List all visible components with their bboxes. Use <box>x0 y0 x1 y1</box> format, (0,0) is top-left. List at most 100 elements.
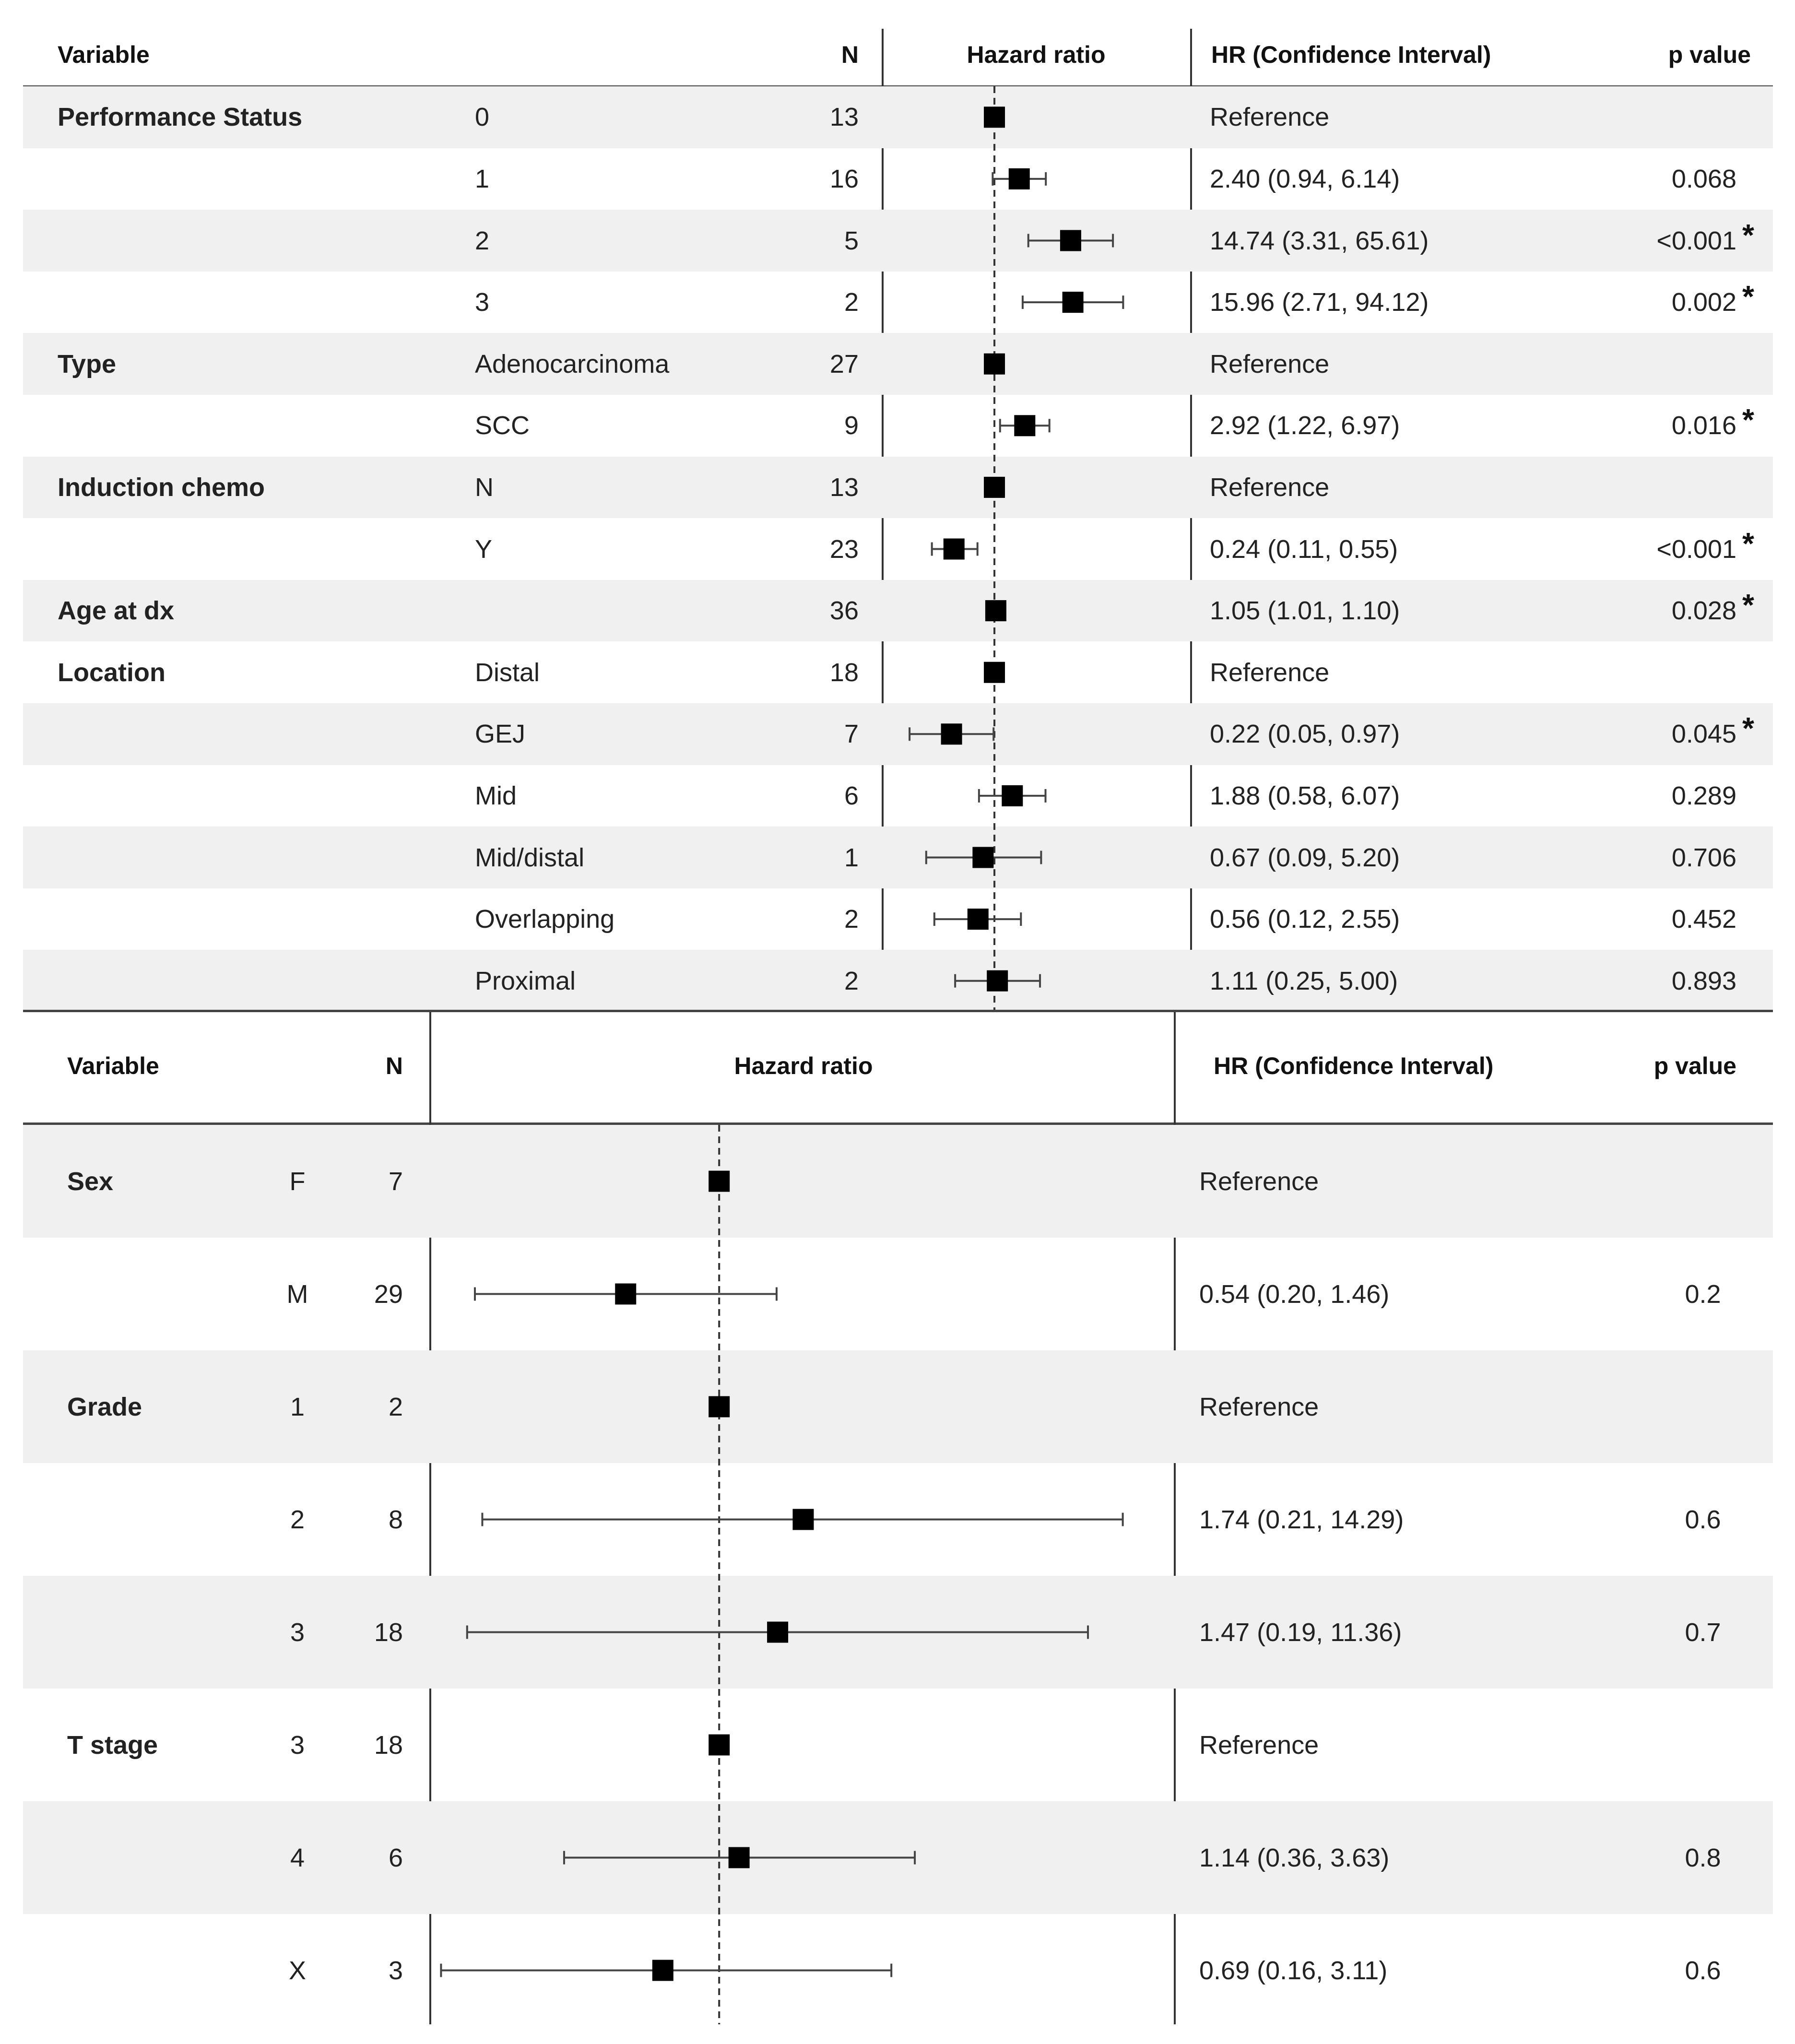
p-value: 0.7 <box>1685 1618 1721 1647</box>
level-label: Overlapping <box>475 905 615 934</box>
row-stripe <box>23 86 1773 148</box>
level-label: Y <box>475 534 493 564</box>
p-value: 0.8 <box>1685 1843 1721 1872</box>
hr-point <box>985 600 1006 622</box>
n-value: 7 <box>844 720 859 749</box>
level-label: 3 <box>475 288 490 317</box>
hr-point <box>709 1170 730 1192</box>
level-label: Proximal <box>475 966 576 995</box>
hr-ci-text: 0.69 (0.16, 3.11) <box>1199 1956 1388 1985</box>
hr-point <box>767 1621 789 1643</box>
hr-ci-text: 14.74 (3.31, 65.61) <box>1210 226 1429 255</box>
hr-point <box>987 970 1008 992</box>
hr-point <box>1014 415 1036 437</box>
n-value: 6 <box>388 1843 403 1872</box>
p-value: 0.6 <box>1685 1956 1721 1985</box>
plot-right-border-2 <box>1174 1012 1176 2024</box>
hr-point <box>967 909 989 930</box>
hr-point <box>709 1396 730 1418</box>
hr-point <box>792 1509 814 1530</box>
n-value: 7 <box>388 1167 403 1196</box>
level-label: 4 <box>290 1843 305 1872</box>
n-value: 36 <box>829 596 859 626</box>
hr-ci-text: Reference <box>1199 1730 1319 1760</box>
hr-ci-text: 0.24 (0.11, 0.55) <box>1210 534 1398 564</box>
hr-ci-text: Reference <box>1199 1392 1319 1421</box>
header-p-value: p value <box>1668 41 1751 68</box>
header-n-2: N <box>385 1052 403 1079</box>
header-n: N <box>841 41 859 68</box>
forest-plot-bottom <box>440 1125 1124 2024</box>
hr-point <box>615 1283 637 1305</box>
hr-point <box>984 353 1005 375</box>
significance-star: * <box>1742 526 1754 561</box>
level-label: 3 <box>290 1618 305 1647</box>
level-label: Adenocarcinoma <box>475 349 670 378</box>
n-value: 29 <box>374 1279 403 1309</box>
header-variable-2: Variable <box>67 1052 159 1079</box>
p-value: 0.068 <box>1671 164 1736 193</box>
n-value: 9 <box>844 411 859 440</box>
n-value: 2 <box>844 966 859 995</box>
n-value: 23 <box>829 534 859 564</box>
p-value: 0.706 <box>1671 843 1736 872</box>
forest-panel-bottom: Variable N Hazard ratio HR (Confidence I… <box>0 1012 1795 2044</box>
n-value: 5 <box>844 226 859 255</box>
variable-label: Performance Status <box>58 103 303 132</box>
variable-label: Location <box>58 658 165 687</box>
hr-point <box>984 476 1005 498</box>
header-variable: Variable <box>58 41 150 68</box>
level-label: SCC <box>475 411 530 440</box>
level-label: 1 <box>290 1392 305 1421</box>
n-value: 13 <box>829 473 859 502</box>
p-value: 0.045 <box>1671 720 1736 749</box>
hr-ci-text: 1.88 (0.58, 6.07) <box>1210 781 1400 810</box>
hr-ci-text: 1.14 (0.36, 3.63) <box>1199 1843 1390 1872</box>
plot-right-border <box>1190 29 1192 1012</box>
n-value: 2 <box>844 288 859 317</box>
hr-ci-text: 1.05 (1.01, 1.10) <box>1210 596 1400 626</box>
hr-ci-text: 0.22 (0.05, 0.97) <box>1210 720 1400 749</box>
significance-star: * <box>1742 402 1754 437</box>
n-value: 16 <box>829 164 859 193</box>
n-value: 2 <box>388 1392 403 1421</box>
level-label: N <box>475 473 494 502</box>
p-value: 0.002 <box>1671 288 1736 317</box>
hr-point <box>972 847 994 868</box>
significance-star: * <box>1742 217 1754 252</box>
level-label: 2 <box>475 226 490 255</box>
hr-ci-text: 0.56 (0.12, 2.55) <box>1210 905 1400 934</box>
row-stripe <box>23 703 1773 765</box>
hr-ci-text: Reference <box>1199 1167 1319 1196</box>
hr-ci-text: 15.96 (2.71, 94.12) <box>1210 288 1429 317</box>
p-value: <0.001 <box>1656 534 1736 564</box>
header-hr-ci-2: HR (Confidence Interval) <box>1214 1052 1494 1079</box>
level-label: Distal <box>475 658 540 687</box>
header-hr-ci: HR (Confidence Interval) <box>1211 41 1491 68</box>
hr-ci-text: 1.74 (0.21, 14.29) <box>1199 1505 1404 1534</box>
hr-point <box>1008 168 1030 189</box>
forest-panel-top: Variable N Hazard ratio HR (Confidence I… <box>0 0 1795 1012</box>
n-value: 18 <box>374 1730 403 1760</box>
row-stripe <box>23 1350 1773 1463</box>
plot-left-border <box>882 29 884 1012</box>
n-value: 6 <box>844 781 859 810</box>
hr-ci-text: Reference <box>1210 103 1330 132</box>
hr-point <box>984 106 1005 128</box>
row-stripe <box>23 456 1773 519</box>
hr-point <box>1062 292 1084 313</box>
forest-plot-top <box>909 86 1124 1012</box>
n-value: 13 <box>829 103 859 132</box>
hr-point <box>1060 230 1081 251</box>
variable-label: Sex <box>67 1167 114 1196</box>
variable-label: Age at dx <box>58 596 175 626</box>
hr-ci-text: 2.40 (0.94, 6.14) <box>1210 164 1400 193</box>
hr-ci-text: 1.47 (0.19, 11.36) <box>1199 1618 1402 1647</box>
row-stripe <box>23 827 1773 888</box>
level-label: GEJ <box>475 720 526 749</box>
hr-point <box>943 538 965 560</box>
plot-left-border-2 <box>429 1012 431 2024</box>
row-stripe <box>23 333 1773 395</box>
n-value: 8 <box>388 1505 403 1534</box>
hr-ci-text: Reference <box>1210 349 1330 378</box>
